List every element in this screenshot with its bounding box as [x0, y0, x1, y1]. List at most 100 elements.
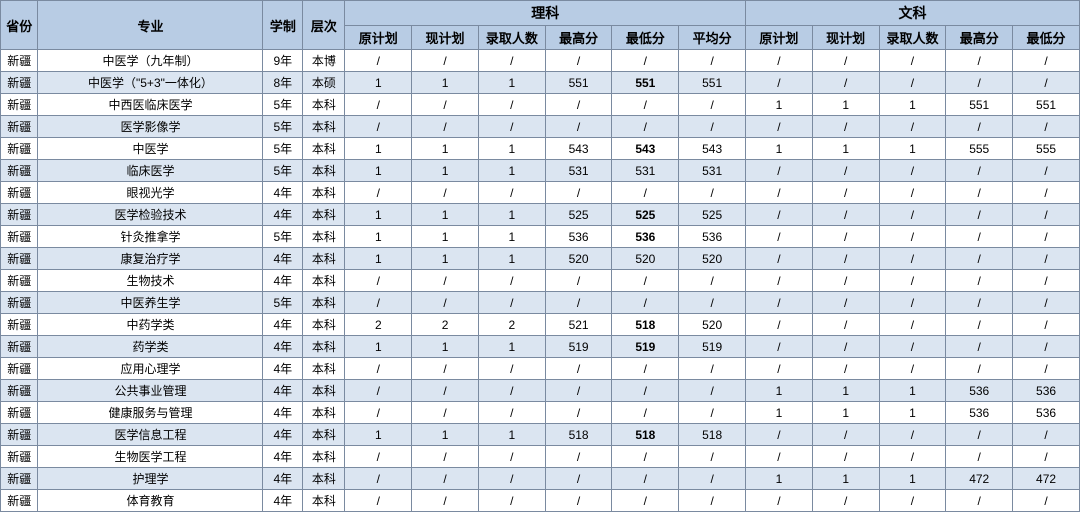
cell-major: 健康服务与管理 — [38, 402, 263, 424]
cell-sci-currplan: / — [412, 490, 479, 512]
cell-art-admitted: / — [879, 314, 946, 336]
cell-art-origplan: 1 — [746, 402, 813, 424]
cell-sci-avg: / — [679, 292, 746, 314]
cell-art-origplan: / — [746, 336, 813, 358]
cell-sci-origplan: / — [345, 380, 412, 402]
cell-sci-currplan: / — [412, 468, 479, 490]
table-row: 新疆中医学5年本科111543543543111555555 — [1, 138, 1080, 160]
cell-art-origplan: / — [746, 116, 813, 138]
cell-sci-max: / — [545, 50, 612, 72]
table-row: 新疆药学类4年本科111519519519///// — [1, 336, 1080, 358]
cell-major: 中药学类 — [38, 314, 263, 336]
cell-sci-avg: 520 — [679, 248, 746, 270]
cell-sci-avg: 519 — [679, 336, 746, 358]
cell-sci-max: 536 — [545, 226, 612, 248]
cell-sci-min: / — [612, 50, 679, 72]
cell-art-max: 551 — [946, 94, 1013, 116]
cell-sci-origplan: / — [345, 468, 412, 490]
cell-art-min: 536 — [1013, 402, 1080, 424]
cell-art-currplan: / — [812, 226, 879, 248]
cell-duration: 5年 — [263, 116, 303, 138]
cell-level: 本博 — [303, 50, 345, 72]
cell-level: 本科 — [303, 138, 345, 160]
cell-art-admitted: / — [879, 204, 946, 226]
cell-sci-currplan: 1 — [412, 138, 479, 160]
cell-sci-currplan: / — [412, 116, 479, 138]
cell-province: 新疆 — [1, 358, 38, 380]
table-row: 新疆应用心理学4年本科/////////// — [1, 358, 1080, 380]
cell-art-currplan: / — [812, 358, 879, 380]
cell-level: 本科 — [303, 490, 345, 512]
cell-sci-min: 518 — [612, 314, 679, 336]
cell-sci-min: / — [612, 490, 679, 512]
col-art-admitted: 录取人数 — [879, 26, 946, 50]
col-duration: 学制 — [263, 1, 303, 50]
cell-sci-max: 531 — [545, 160, 612, 182]
cell-sci-min: / — [612, 446, 679, 468]
cell-art-min: / — [1013, 50, 1080, 72]
cell-art-max: / — [946, 314, 1013, 336]
cell-sci-avg: / — [679, 94, 746, 116]
cell-sci-max: 520 — [545, 248, 612, 270]
cell-province: 新疆 — [1, 314, 38, 336]
col-major: 专业 — [38, 1, 263, 50]
cell-art-max: / — [946, 292, 1013, 314]
cell-art-min: / — [1013, 116, 1080, 138]
cell-major: 中医学（"5+3"一体化） — [38, 72, 263, 94]
cell-art-admitted: 1 — [879, 94, 946, 116]
col-sci-currplan: 现计划 — [412, 26, 479, 50]
cell-sci-origplan: 2 — [345, 314, 412, 336]
cell-art-max: / — [946, 248, 1013, 270]
cell-art-admitted: / — [879, 490, 946, 512]
cell-sci-min: / — [612, 468, 679, 490]
cell-province: 新疆 — [1, 402, 38, 424]
cell-art-max: 555 — [946, 138, 1013, 160]
cell-art-min: / — [1013, 314, 1080, 336]
cell-major: 临床医学 — [38, 160, 263, 182]
cell-level: 本科 — [303, 424, 345, 446]
cell-sci-currplan: / — [412, 402, 479, 424]
cell-art-currplan: / — [812, 182, 879, 204]
col-group-arts: 文科 — [746, 1, 1080, 26]
cell-art-max: / — [946, 160, 1013, 182]
cell-art-origplan: / — [746, 446, 813, 468]
cell-art-min: 555 — [1013, 138, 1080, 160]
cell-sci-avg: / — [679, 270, 746, 292]
cell-sci-currplan: 1 — [412, 226, 479, 248]
cell-sci-origplan: / — [345, 490, 412, 512]
cell-sci-currplan: / — [412, 50, 479, 72]
cell-duration: 4年 — [263, 380, 303, 402]
cell-sci-origplan: / — [345, 116, 412, 138]
cell-province: 新疆 — [1, 72, 38, 94]
cell-art-admitted: / — [879, 160, 946, 182]
cell-sci-avg: / — [679, 490, 746, 512]
cell-sci-currplan: 1 — [412, 248, 479, 270]
table-header: 省份 专业 学制 层次 理科 文科 原计划 现计划 录取人数 最高分 最低分 平… — [1, 1, 1080, 50]
table-row: 新疆医学影像学5年本科/////////// — [1, 116, 1080, 138]
cell-sci-min: / — [612, 94, 679, 116]
cell-art-currplan: / — [812, 336, 879, 358]
cell-sci-max: / — [545, 402, 612, 424]
cell-art-admitted: / — [879, 182, 946, 204]
col-art-currplan: 现计划 — [812, 26, 879, 50]
cell-duration: 5年 — [263, 160, 303, 182]
cell-art-admitted: / — [879, 50, 946, 72]
cell-sci-origplan: / — [345, 270, 412, 292]
cell-duration: 5年 — [263, 138, 303, 160]
cell-sci-max: / — [545, 380, 612, 402]
cell-sci-admitted: / — [478, 116, 545, 138]
cell-sci-avg: 536 — [679, 226, 746, 248]
cell-art-origplan: / — [746, 292, 813, 314]
cell-duration: 4年 — [263, 424, 303, 446]
cell-major: 护理学 — [38, 468, 263, 490]
cell-province: 新疆 — [1, 94, 38, 116]
cell-sci-min: / — [612, 380, 679, 402]
col-group-science: 理科 — [345, 1, 746, 26]
cell-art-origplan: / — [746, 248, 813, 270]
cell-sci-avg: 520 — [679, 314, 746, 336]
cell-art-min: / — [1013, 160, 1080, 182]
cell-art-max: / — [946, 182, 1013, 204]
cell-sci-avg: / — [679, 50, 746, 72]
cell-art-min: / — [1013, 424, 1080, 446]
cell-sci-max: 525 — [545, 204, 612, 226]
